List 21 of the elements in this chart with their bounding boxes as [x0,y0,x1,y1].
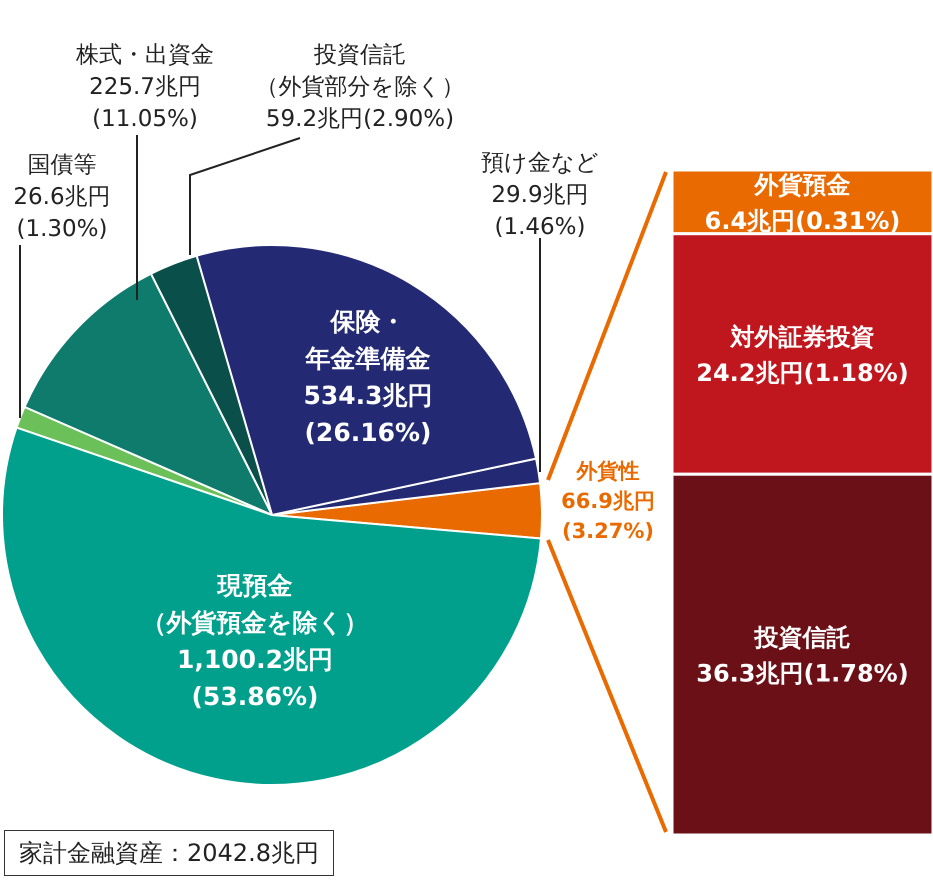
slice-label: 投資信託（外貨部分を除く） [256,42,464,100]
data-label: 225.7兆円 (11.05%) [89,74,201,132]
data-label: 26.6兆円 (1.30%) [13,184,111,242]
data-label: 29.9兆円 (1.46%) [491,182,589,240]
slice-label: 株式・出資金 [75,42,214,68]
slice-label: 国債等 [28,152,96,178]
data-label: 36.3兆円(1.78%) [696,660,909,688]
series-label: 外貨預金 [754,170,850,199]
slice-label: 保険・年金準備金 [304,307,430,373]
data-label: 6.4兆円(0.31%) [704,206,900,235]
text: 家計金融資産：2042.8兆円 [4,830,334,876]
data-label: 66.9兆円 (3.27%) [561,489,655,543]
slice-label: 現預金（外貨預金を除く） [142,571,368,637]
series-label: 対外証券投資 [730,322,874,351]
data-label: 59.2兆円(2.90%) [266,106,454,132]
series-label: 投資信託 [754,624,850,652]
data-label: 534.3兆円 (26.16%) [303,381,433,447]
data-label: 1,100.2兆円 (53.86%) [177,645,333,711]
data-label: 24.2兆円(1.18%) [696,358,909,387]
slice-label: 預け金など [481,150,599,176]
slice-label: 外貨性 [576,459,640,483]
